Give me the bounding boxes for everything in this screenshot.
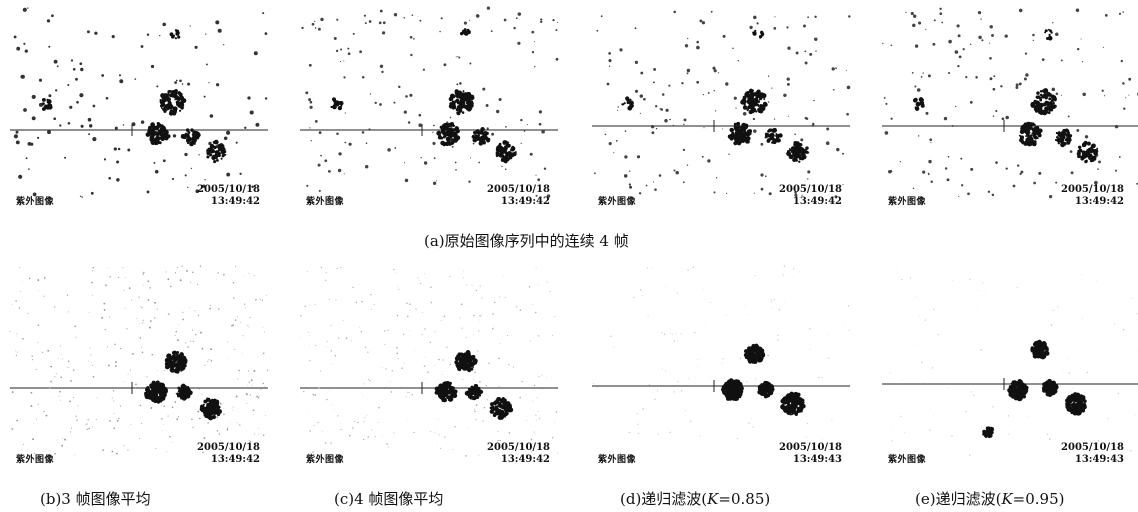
caption-b-text: (b)3 帧图像平均 bbox=[40, 490, 151, 508]
timestamp-a1: 2005/10/18 13:49:42 bbox=[197, 184, 260, 208]
panel-a2: 2005/10/18 13:49:42 紫外图像 bbox=[296, 4, 578, 214]
caption-b: (b)3 帧图像平均 bbox=[40, 488, 151, 509]
date-e: 2005/10/18 bbox=[1061, 442, 1124, 453]
date-a1: 2005/10/18 bbox=[197, 184, 260, 195]
caption-d: (d)递归滤波(K=0.85) bbox=[620, 488, 770, 509]
timestamp-a4: 2005/10/18 13:49:42 bbox=[1061, 184, 1124, 208]
time-b: 13:49:42 bbox=[210, 454, 260, 465]
uv-label-a2: 紫外图像 bbox=[306, 197, 345, 207]
timestamp-c: 2005/10/18 13:49:42 bbox=[487, 442, 550, 466]
time-a1: 13:49:42 bbox=[210, 196, 260, 207]
date-d: 2005/10/18 bbox=[779, 442, 842, 453]
panel-e: 2005/10/18 13:49:43 紫外图像 bbox=[878, 262, 1138, 472]
timestamp-b: 2005/10/18 13:49:42 bbox=[197, 442, 260, 466]
time-a3: 13:49:42 bbox=[792, 196, 842, 207]
date-a2: 2005/10/18 bbox=[487, 184, 550, 195]
timestamp-e: 2005/10/18 13:49:43 bbox=[1061, 442, 1124, 466]
uv-image-a4 bbox=[882, 7, 1138, 199]
uv-label-d: 紫外图像 bbox=[598, 455, 637, 465]
uv-image-a3 bbox=[592, 10, 851, 199]
uv-image-b bbox=[9, 265, 269, 456]
uv-image-e bbox=[882, 267, 1138, 457]
panel-a1: 2005/10/18 13:49:42 紫外图像 bbox=[6, 4, 288, 214]
panel-d: 2005/10/18 13:49:43 紫外图像 bbox=[588, 262, 870, 472]
uv-label-a1: 紫外图像 bbox=[16, 197, 55, 207]
caption-e: (e)递归滤波(K=0.95) bbox=[915, 488, 1064, 509]
date-a4: 2005/10/18 bbox=[1061, 184, 1124, 195]
caption-d-prefix: (d)递归滤波( bbox=[620, 490, 708, 508]
uv-label-c: 紫外图像 bbox=[306, 455, 345, 465]
timestamp-a3: 2005/10/18 13:49:42 bbox=[779, 184, 842, 208]
time-c: 13:49:42 bbox=[500, 454, 550, 465]
caption-e-suffix: =0.95) bbox=[1012, 490, 1065, 508]
caption-c: (c)4 帧图像平均 bbox=[334, 488, 443, 509]
uv-label-e: 紫外图像 bbox=[888, 455, 927, 465]
uv-label-a3: 紫外图像 bbox=[598, 197, 637, 207]
uv-image-c bbox=[300, 266, 559, 457]
panel-a4: 2005/10/18 13:49:42 紫外图像 bbox=[878, 4, 1138, 214]
caption-d-k: K bbox=[707, 490, 719, 508]
uv-image-a2 bbox=[300, 6, 559, 198]
timestamp-d: 2005/10/18 13:49:43 bbox=[779, 442, 842, 466]
caption-e-k: K bbox=[1001, 490, 1013, 508]
time-a4: 13:49:42 bbox=[1074, 196, 1124, 207]
caption-e-prefix: (e)递归滤波( bbox=[915, 490, 1002, 508]
time-d: 13:49:43 bbox=[792, 454, 842, 465]
timestamp-a2: 2005/10/18 13:49:42 bbox=[487, 184, 550, 208]
date-b: 2005/10/18 bbox=[197, 442, 260, 453]
date-a3: 2005/10/18 bbox=[779, 184, 842, 195]
caption-d-suffix: =0.85) bbox=[718, 490, 771, 508]
uv-image-d bbox=[592, 265, 850, 454]
panel-a3: 2005/10/18 13:49:42 紫外图像 bbox=[588, 4, 870, 214]
time-e: 13:49:43 bbox=[1074, 454, 1124, 465]
panel-c: 2005/10/18 13:49:42 紫外图像 bbox=[296, 262, 578, 472]
panel-b: 2005/10/18 13:49:42 紫外图像 bbox=[6, 262, 288, 472]
uv-label-a4: 紫外图像 bbox=[888, 197, 927, 207]
uv-image-a1 bbox=[10, 7, 268, 198]
caption-c-text: (c)4 帧图像平均 bbox=[334, 490, 444, 508]
uv-label-b: 紫外图像 bbox=[16, 455, 55, 465]
time-a2: 13:49:42 bbox=[500, 196, 550, 207]
date-c: 2005/10/18 bbox=[487, 442, 550, 453]
caption-top: (a)原始图像序列中的连续 4 帧 bbox=[424, 232, 629, 250]
